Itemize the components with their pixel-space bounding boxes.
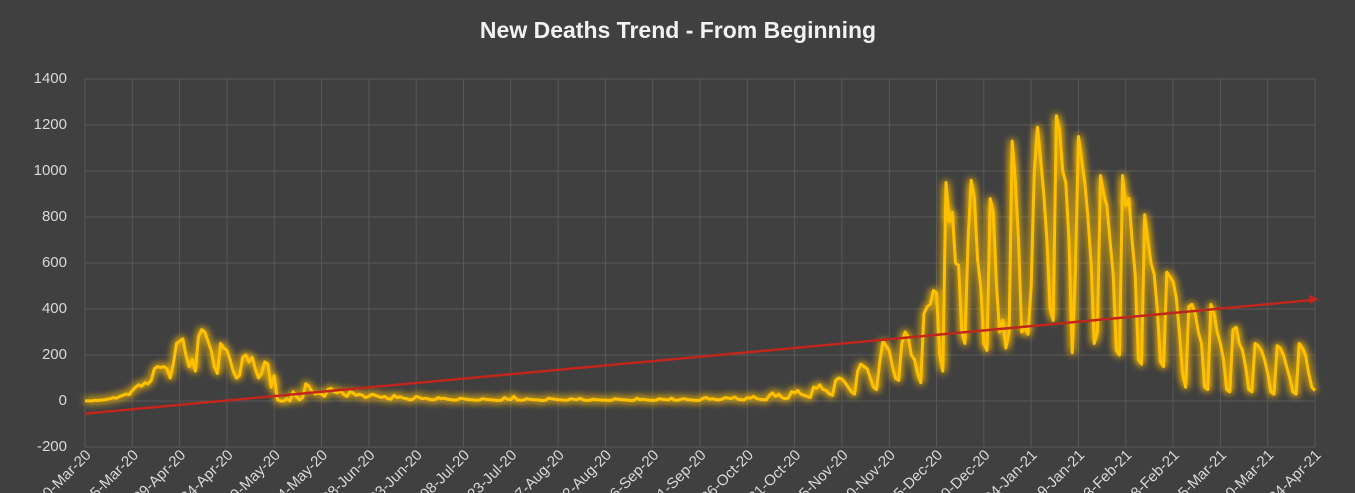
y-tick-label: -200 [37, 438, 67, 455]
y-tick-label: 1200 [34, 116, 67, 133]
y-tick-label: 200 [42, 346, 67, 363]
trend-arrow [1309, 294, 1319, 304]
y-tick-label: 600 [42, 254, 67, 271]
line-series [84, 114, 1317, 403]
y-tick-label: 0 [59, 392, 67, 409]
y-tick-label: 400 [42, 300, 67, 317]
trend-line [84, 298, 1316, 415]
y-tick-label: 1000 [34, 162, 67, 179]
chart-title: New Deaths Trend - From Beginning [480, 17, 876, 43]
y-tick-label: 800 [42, 208, 67, 225]
y-tick-label: 1400 [34, 70, 67, 87]
